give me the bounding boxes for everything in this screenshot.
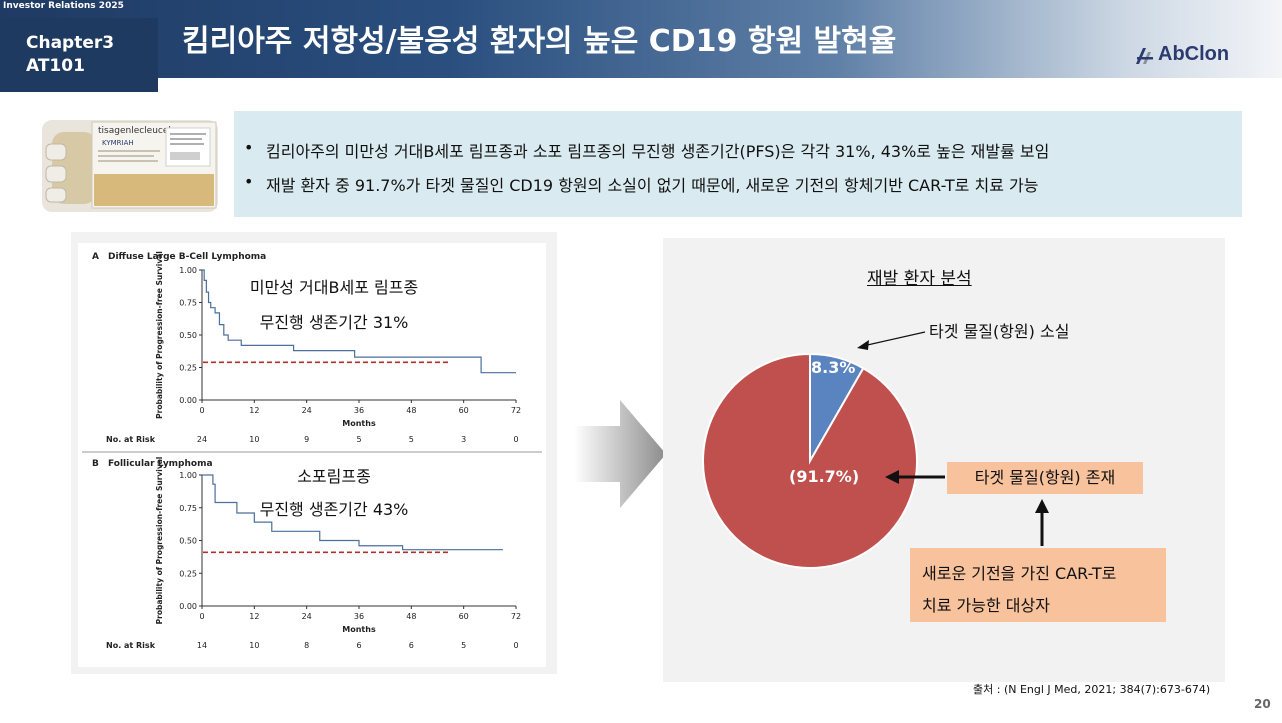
km-risk-count: 6: [356, 641, 361, 650]
km-x-axis-label: Months: [342, 625, 376, 634]
km-risk-count: 14: [197, 641, 207, 650]
pie-panel: 재발 환자 분석 타겟 물질(항원) 소실 타겟 물질(항원) 존재 새로운 기…: [663, 238, 1225, 682]
km-panel-title: Diffuse Large B-Cell Lymphoma: [108, 252, 266, 262]
section-label: AT101: [26, 56, 85, 76]
km-risk-count: 10: [249, 641, 259, 650]
km-y-tick-label: 0.25: [179, 364, 197, 373]
km-risk-count: 5: [356, 435, 361, 444]
pie-label-loss-pct: 8.3%: [811, 358, 856, 377]
km-risk-count: 0: [513, 435, 518, 444]
km-y-axis-label: Probability of Progression-free Survival: [155, 251, 164, 419]
bullet-text: 재발 환자 중 91.7%가 타겟 물질인 CD19 항원의 소실이 없기 때문…: [266, 176, 1039, 195]
km-y-tick-label: 0.75: [179, 299, 197, 308]
km-y-tick-label: 0.00: [179, 396, 197, 405]
abclon-logo-icon: [1136, 48, 1153, 64]
km-x-tick-label: 12: [249, 612, 259, 621]
km-y-tick-label: 0.00: [179, 602, 197, 611]
km-figure-svg: A Diffuse Large B-Cell Lymphoma 1.00 0.75 0.…: [82, 251, 542, 650]
header-banner: [0, 0, 1282, 78]
km-risk-label: No. at Risk: [106, 641, 156, 650]
km-y-tick-label: 1.00: [179, 266, 197, 275]
pie-chart-svg: [702, 331, 1049, 569]
chapter-box: [0, 18, 158, 92]
km-x-tick-label: 60: [459, 406, 469, 415]
callout-line2: 치료 가능한 대상자: [922, 596, 1050, 615]
abclon-logo: AbClon: [1134, 42, 1252, 68]
ir-label: Investor Relations 2025: [3, 1, 124, 11]
km-a-overlay-line1: 미만성 거대B세포 림프종: [249, 278, 419, 297]
pie-title: 재발 환자 분석: [867, 269, 972, 289]
km-y-tick-label: 0.50: [179, 331, 197, 340]
pointer-line-loss: [862, 331, 926, 347]
km-risk-count: 3: [461, 435, 466, 444]
pie-label-exist-pct: (91.7%): [789, 467, 860, 486]
km-x-tick-label: 24: [302, 612, 312, 621]
km-risk-count: 0: [513, 641, 518, 650]
km-x-tick-label: 36: [354, 406, 364, 415]
summary-box: • 킴리아주의 미만성 거대B세포 림프종과 소포 림프종의 무진행 생존기간(…: [234, 111, 1242, 217]
pie-slice-antigen-present: [702, 352, 918, 569]
km-risk-label: No. at Risk: [106, 435, 156, 444]
km-x-tick-label: 12: [249, 406, 259, 415]
km-panel-letter: A: [92, 252, 99, 262]
km-x-tick-label: 72: [511, 406, 521, 415]
source-citation: 출처 : (N Engl J Med, 2021; 384(7):673-674…: [973, 683, 1211, 696]
bullet-text: 킴리아주의 미만성 거대B세포 림프종과 소포 림프종의 무진행 생존기간(PF…: [266, 142, 1050, 161]
km-y-tick-label: 0.75: [179, 504, 197, 513]
km-y-tick-label: 0.25: [179, 569, 197, 578]
product-package-image: tisagenlecleucel KYMRIAH: [40, 108, 220, 216]
svg-text:tisagenlecleucel: tisagenlecleucel: [98, 126, 171, 136]
km-x-tick-label: 0: [199, 612, 204, 621]
label-antigen-loss: 타겟 물질(항원) 소실: [929, 322, 1070, 341]
km-risk-count: 5: [409, 435, 414, 444]
chapter-label: Chapter3: [26, 33, 115, 53]
km-risk-count: 5: [461, 641, 466, 650]
km-x-tick-label: 36: [354, 612, 364, 621]
callout-line1: 새로운 기전을 가진 CAR-T로: [922, 564, 1117, 583]
km-x-tick-label: 24: [302, 406, 312, 415]
km-x-axis-label: Months: [342, 419, 376, 428]
bullet-dot: •: [244, 138, 254, 157]
km-b-overlay-line2: 무진행 생존기간 43%: [259, 500, 409, 519]
km-risk-count: 24: [197, 435, 207, 444]
km-y-axis-label: Probability of Progression-free Survival: [155, 457, 164, 625]
logo-text: AbClon: [1158, 43, 1230, 65]
pointer-arrowhead-loss: [857, 340, 869, 350]
km-survival-curve: [202, 474, 503, 551]
km-panel-letter: B: [92, 459, 99, 469]
km-x-tick-label: 48: [406, 406, 416, 415]
flow-arrow-icon: [574, 400, 666, 508]
km-x-tick-label: 0: [199, 406, 204, 415]
km-a-overlay-line2: 무진행 생존기간 31%: [259, 313, 409, 332]
pointer-arrowhead-callout: [1035, 499, 1049, 513]
km-risk-count: 10: [249, 435, 259, 444]
km-risk-count: 6: [409, 641, 414, 650]
km-y-tick-label: 0.50: [179, 537, 197, 546]
km-figure: A Diffuse Large B-Cell Lymphoma 1.00 0.75 0.…: [78, 243, 546, 667]
km-panel-title: Follicular Lymphoma: [108, 459, 213, 469]
page-number: 20: [1254, 697, 1271, 711]
km-risk-count: 9: [304, 435, 309, 444]
svg-text:KYMRIAH: KYMRIAH: [102, 139, 134, 147]
label-treatable-callout: 새로운 기전을 가진 CAR-T로 치료 가능한 대상자: [910, 548, 1166, 622]
km-x-tick-label: 48: [406, 612, 416, 621]
label-antigen-present: 타겟 물질(항원) 존재: [947, 462, 1143, 494]
bullet-dot: •: [244, 172, 254, 191]
km-x-tick-label: 72: [511, 612, 521, 621]
page-title: 킴리아주 저항성/불응성 환자의 높은 CD19 항원 발현율: [182, 24, 897, 59]
km-b-overlay-line1: 소포림프종: [297, 467, 371, 486]
km-survival-curve: [202, 269, 516, 374]
pointer-arrowhead-present: [885, 470, 899, 484]
product-package-icon: tisagenlecleucel KYMRIAH: [42, 120, 218, 212]
km-y-tick-label: 1.00: [179, 471, 197, 480]
km-risk-count: 8: [304, 641, 309, 650]
km-x-tick-label: 60: [459, 612, 469, 621]
